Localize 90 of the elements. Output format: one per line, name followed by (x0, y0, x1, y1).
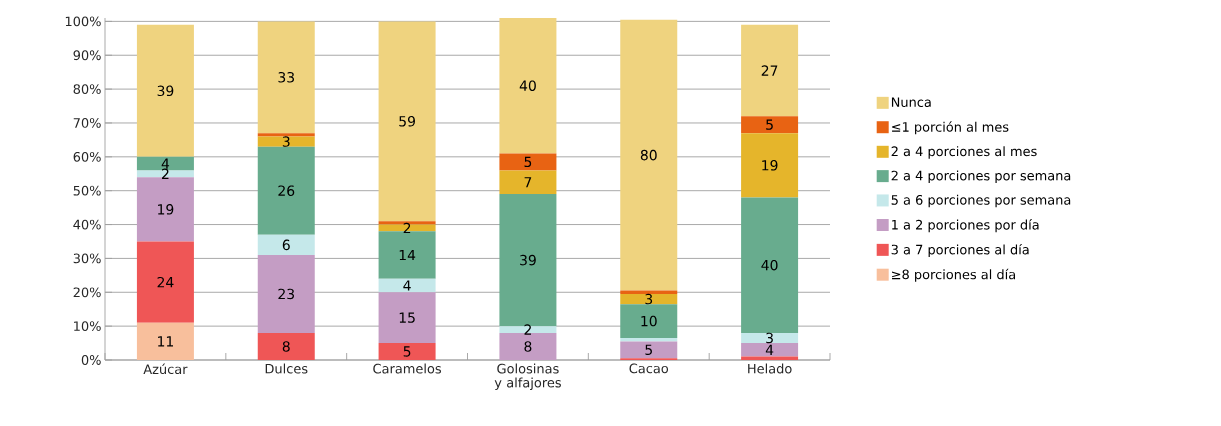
data-label: 24 (157, 276, 174, 288)
data-label: 15 (399, 312, 415, 323)
bar (257, 136, 315, 147)
data-label: 8 (524, 341, 532, 352)
data-label: 80 (640, 149, 657, 161)
y-tick-label: 100% (65, 16, 101, 27)
data-label: 26 (278, 185, 295, 196)
x-tick-label: Cacao (629, 363, 669, 374)
data-label: 19 (158, 204, 174, 215)
bar (620, 341, 678, 359)
y-tick-label: 20% (73, 287, 101, 298)
legend-label: ≥8 porciones al día (892, 268, 1016, 282)
legend-label: ≤1 porción al mes (892, 121, 1009, 135)
bar (741, 343, 799, 357)
data-label: 5 (645, 344, 652, 356)
bar (257, 255, 315, 333)
data-label: 40 (761, 259, 778, 271)
bar (378, 21, 436, 222)
data-label: 2 (524, 324, 531, 335)
bar (741, 197, 799, 333)
legend-label: 5 a 6 porciones por semana (891, 194, 1071, 208)
bar (136, 322, 194, 360)
y-tick-label: 90% (73, 50, 101, 61)
data-label: 11 (158, 336, 174, 347)
data-label: 2 (162, 168, 169, 179)
y-tick-label: 60% (73, 151, 101, 162)
bar (136, 177, 194, 242)
data-label: 5 (766, 119, 773, 130)
data-label: 39 (157, 85, 174, 97)
data-label: 59 (399, 115, 415, 127)
bar (257, 332, 315, 360)
bar (499, 170, 557, 195)
data-label: 33 (278, 71, 295, 83)
legend-label: Nunca (891, 97, 931, 108)
x-tick-label: Caramelos (373, 363, 441, 374)
data-label: 27 (761, 65, 778, 76)
bar (378, 292, 436, 344)
bar (741, 116, 799, 134)
data-label: 4 (161, 158, 170, 169)
bar (620, 19, 678, 291)
bar (378, 343, 436, 360)
y-tick-label: 30% (73, 253, 101, 264)
data-label: 8 (282, 341, 290, 352)
data-label: 7 (524, 177, 532, 188)
y-tick-label: 40% (73, 219, 101, 230)
y-tick-label: 10% (74, 321, 101, 332)
data-label: 3 (645, 293, 653, 305)
bar (136, 170, 194, 178)
bar (378, 278, 436, 293)
bar (257, 146, 315, 235)
bar (741, 332, 799, 344)
y-tick-label: 50% (73, 185, 101, 196)
data-label: 5 (524, 156, 532, 168)
data-label: 40 (519, 80, 536, 91)
x-tick-label: Helado (748, 363, 792, 374)
y-tick-label: 0% (81, 355, 101, 365)
x-tick-label: Golosinas y alfajores (494, 363, 561, 390)
bar (378, 231, 436, 279)
bar (257, 133, 315, 137)
data-label: 4 (403, 280, 411, 291)
data-label: 14 (399, 249, 416, 261)
x-tick-label: Dulces (265, 363, 308, 374)
data-label: 19 (762, 160, 778, 171)
data-label: 5 (403, 346, 411, 357)
bar (499, 326, 557, 333)
bar (499, 18, 557, 154)
bar (620, 293, 678, 305)
data-label: 6 (282, 239, 290, 251)
data-label: 2 (403, 222, 411, 234)
bar (136, 241, 194, 323)
bar (741, 24, 799, 117)
data-label: 23 (278, 288, 295, 300)
x-tick-label: Azúcar (143, 363, 188, 375)
legend-label: 2 a 4 porciones al mes (891, 146, 1037, 159)
legend-label: 2 a 4 porciones por semana (891, 170, 1071, 183)
legend-label: 3 a 7 porciones al día (891, 243, 1029, 257)
bar (620, 304, 678, 338)
bar (741, 133, 799, 198)
bar (136, 24, 194, 157)
bar (499, 153, 557, 171)
data-label: 3 (766, 332, 773, 344)
bar (257, 21, 315, 134)
data-label: 4 (765, 344, 774, 355)
data-label: 39 (520, 254, 536, 266)
legend-label: 1 a 2 porciones por día (892, 219, 1039, 233)
data-label: 3 (282, 136, 290, 147)
y-tick-label: 70% (73, 118, 101, 128)
y-tick-label: 80% (73, 84, 101, 95)
data-label: 10 (641, 315, 657, 327)
bar (257, 234, 315, 256)
